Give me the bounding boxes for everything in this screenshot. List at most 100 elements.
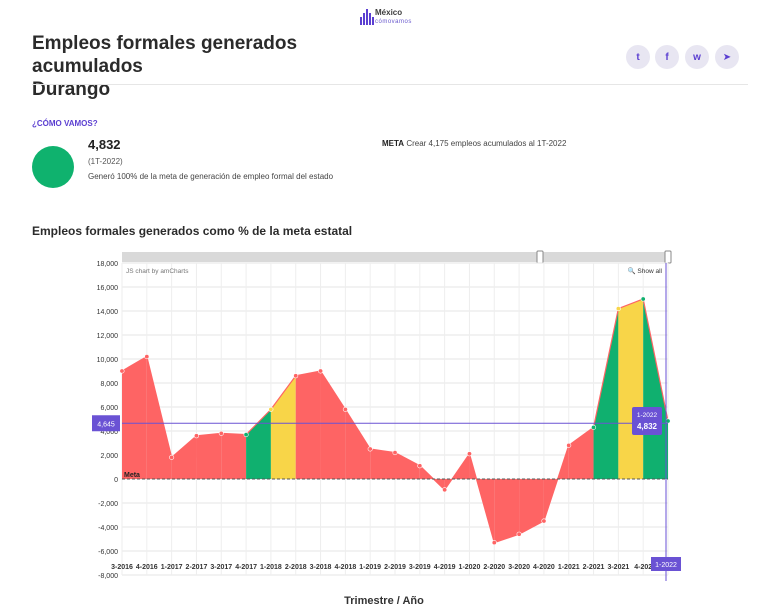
x-tick-label: 2-2017 xyxy=(186,564,208,571)
area-segment-4-2021 xyxy=(643,299,668,479)
area-segment-3-2017 xyxy=(221,433,247,479)
telegram-icon: ➤ xyxy=(722,51,732,63)
cursor-x-label: 1-2022 xyxy=(655,562,677,569)
page-title-line1: Empleos formales generados acumulados xyxy=(32,33,298,77)
summary-value: 4,832 xyxy=(88,137,121,152)
y-tick-label: -8,000 xyxy=(98,573,118,580)
area-segment-4-2016 xyxy=(146,356,172,479)
area-segment-2-2018 xyxy=(295,371,321,479)
cursor-y-badge xyxy=(92,415,120,432)
twitter-share-button[interactable]: t xyxy=(626,45,650,69)
cursor-y-label: 4,645 xyxy=(97,421,115,428)
data-point-4-2016 xyxy=(144,354,150,360)
data-point-2-2021 xyxy=(591,424,597,430)
chart-scrollbar xyxy=(122,252,668,262)
data-point-2-2020 xyxy=(491,540,497,546)
brand-logo[interactable]: México cómovamos xyxy=(360,7,412,27)
x-tick-label: 3-2016 xyxy=(111,564,133,571)
x-tick-label: 2-2018 xyxy=(285,564,307,571)
y-tick-label: 0 xyxy=(114,477,118,484)
data-point-3-2021 xyxy=(615,306,621,312)
section-label: ¿CÓMO VAMOS? xyxy=(32,119,98,128)
tooltip-box xyxy=(632,407,662,436)
y-tick-label: -6,000 xyxy=(98,549,118,556)
tooltip-value: 4,832 xyxy=(637,422,658,431)
whatsapp-share-button[interactable]: w xyxy=(685,45,709,69)
logo-subtext: cómovamos xyxy=(375,19,412,25)
y-tick-label: 16,000 xyxy=(97,285,119,292)
data-point-4-2020 xyxy=(541,518,547,524)
x-tick-label: 4-2018 xyxy=(334,564,356,571)
x-tick-label: 2-2020 xyxy=(483,564,505,571)
area-segment-4-2017 xyxy=(246,409,271,479)
y-tick-label: 14,000 xyxy=(97,309,119,316)
data-point-2-2017 xyxy=(193,433,199,439)
x-tick-label: 4-2016 xyxy=(136,564,158,571)
area-segment-2-2019 xyxy=(395,452,420,479)
data-point-4-2018 xyxy=(342,406,348,412)
area-segment-3-2020 xyxy=(519,479,544,535)
scrollbar-handle-left[interactable] xyxy=(536,250,544,264)
y-tick-label: 8,000 xyxy=(100,381,118,388)
x-tick-label: 1-2020 xyxy=(459,564,481,571)
telegram-share-button[interactable]: ➤ xyxy=(715,45,739,69)
x-tick-label: 1-2021 xyxy=(558,564,580,571)
twitter-icon: t xyxy=(636,51,640,63)
area-segment-3-2021 xyxy=(618,299,644,479)
logo-mark-icon xyxy=(360,7,374,25)
x-tick-label: 4-2020 xyxy=(533,564,555,571)
x-tick-label: 4-2017 xyxy=(235,564,257,571)
x-tick-label: 2-2019 xyxy=(384,564,406,571)
x-tick-label: 3-2021 xyxy=(607,564,629,571)
cursor-x-badge xyxy=(651,557,681,571)
data-point-4-2017 xyxy=(243,432,249,438)
x-tick-label: 1-2018 xyxy=(260,564,282,571)
area-segment-1-2018 xyxy=(270,375,296,479)
area-segment-2-2021 xyxy=(593,308,619,479)
whatsapp-icon: w xyxy=(693,51,701,63)
area-segment-2-2017 xyxy=(196,433,222,479)
data-point-3-2018 xyxy=(318,368,324,374)
scrollbar-handle-right[interactable] xyxy=(664,250,672,264)
meta-line-label: Meta xyxy=(124,472,140,479)
summary-period: (1T-2022) xyxy=(88,157,123,166)
x-tick-label: 4-202 xyxy=(634,564,652,571)
y-tick-label: 10,000 xyxy=(97,357,119,364)
x-tick-label: 1-2017 xyxy=(161,564,183,571)
show-all-button[interactable]: 🔍 Show all xyxy=(628,266,663,275)
x-tick-label: 1-2019 xyxy=(359,564,381,571)
data-point-2-2019 xyxy=(392,450,398,456)
data-point-1-2018 xyxy=(268,406,274,412)
y-tick-label: 2,000 xyxy=(100,453,118,460)
facebook-icon: f xyxy=(665,51,669,63)
header-divider xyxy=(32,84,748,85)
area-segment-1-2017 xyxy=(171,435,197,479)
data-point-4-2021 xyxy=(640,296,646,302)
tooltip-period: 1-2022 xyxy=(637,412,658,419)
x-tick-label: 3-2018 xyxy=(310,564,332,571)
x-tick-label: 3-2017 xyxy=(210,564,232,571)
summary-description: Generó 100% de la meta de generación de … xyxy=(88,172,334,181)
x-tick-label: 3-2019 xyxy=(409,564,431,571)
area-segment-4-2018 xyxy=(345,409,371,479)
meta-value: Crear 4,175 empleos acumulados al 1T-202… xyxy=(406,139,567,148)
y-tick-label: 4,000 xyxy=(100,429,118,436)
area-segment-1-2021 xyxy=(568,427,594,479)
data-point-1-2021 xyxy=(566,442,572,448)
y-tick-label: -4,000 xyxy=(98,525,118,532)
logo-text: México xyxy=(375,8,403,17)
data-point-1-2020 xyxy=(466,451,472,457)
data-point-3-2019 xyxy=(417,463,423,469)
status-indicator xyxy=(32,146,74,188)
facebook-share-button[interactable]: f xyxy=(655,45,679,69)
x-axis-title: Trimestre / Año xyxy=(344,595,424,607)
y-tick-label: 12,000 xyxy=(97,333,119,340)
x-tick-label: 4-2019 xyxy=(434,564,456,571)
data-point-3-2017 xyxy=(218,430,224,436)
meta-text: META Crear 4,175 empleos acumulados al 1… xyxy=(382,139,566,148)
data-point-1-2019 xyxy=(367,446,373,452)
data-point-1-2017 xyxy=(169,454,175,460)
chart-credit: JS chart by amCharts xyxy=(126,268,189,275)
x-tick-label: 2-2021 xyxy=(583,564,605,571)
